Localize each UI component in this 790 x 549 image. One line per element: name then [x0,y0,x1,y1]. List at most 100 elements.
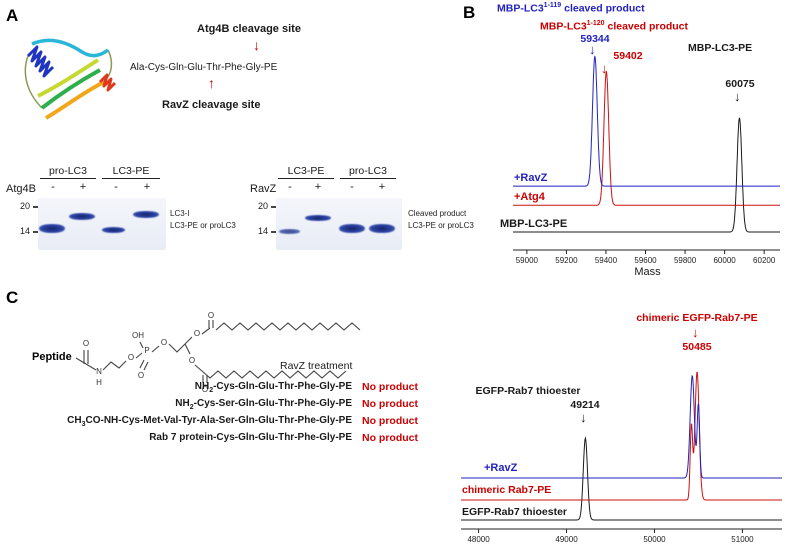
gel-band [339,224,365,233]
gel-band [133,211,159,218]
ravz-treatment-header: RavZ treatment [280,360,353,372]
ester-o-lower-atom: O [189,356,195,365]
svg-text:49000: 49000 [555,535,578,544]
peptide-row-1-sequence: NH2-Cys-Gln-Glu-Thr-Phe-Gly-PE [30,381,352,394]
panel-c-label: C [6,288,19,307]
peptide-pe-structure-drawing: Peptide O N H O P OH O [32,312,361,394]
mbp-lc3-1-119-title: MBP-LC31-119 cleaved product [497,2,645,15]
gel-right-marker-20-tick [271,206,276,208]
trace-label-ravz-2: +RavZ [484,462,518,474]
svg-text:51000: 51000 [731,535,754,544]
phosphate-oh-group: OH [132,331,144,340]
svg-text:59200: 59200 [555,256,578,265]
row-1-prefix: NH [194,381,210,392]
x-axis-title-mass: Mass [634,266,661,278]
peak-label-49214: 49214 [570,399,600,411]
phosphorus-atom: P [144,346,149,355]
row-1-rest: -Cys-Gln-Glu-Thr-Phe-Gly-PE [213,381,352,392]
peak-label-59402: 59402 [613,50,643,62]
gel-band [39,224,65,233]
chimeric-egfp-rab7-pe-title: chimeric EGFP-Rab7-PE [636,312,758,324]
gel-left-lane-2-sign: + [79,181,87,193]
gel-left-enzyme-label: Atg4B [6,183,36,195]
peptide-row-2-result: No product [362,398,418,410]
panel-b-label: B [463,3,476,22]
gel-left-marker-14: 14 [19,226,30,236]
panel-a-label: A [6,6,19,25]
ester-dbl-o-upper-atom: O [208,312,214,320]
mbp-lc3-mass-spectra-chart: 59000 59200 59400 59600 59800 60000 60200 [513,55,780,265]
phosphate-dbl-o-atom: O [138,371,144,380]
gel-right-enzyme-label: RavZ [250,183,277,195]
peptide-label: Peptide [32,351,72,363]
gel-right-image [276,198,402,250]
svg-text:48000: 48000 [467,535,490,544]
lc3-c-terminal-sequence: Ala-Cys-Gln-Glu-Thr-Phe-Gly-PE [130,62,278,73]
row-3-prefix: CH [67,415,82,426]
egfp-rab7-thioester-peak-title: EGFP-Rab7 thioester [475,385,581,397]
peptide-row-4-result: No product [362,432,418,444]
title-red-rest: cleaved product [604,20,689,33]
mbp-lc3-pe-peak-title: MBP-LC3-PE [688,42,753,54]
gel-band [369,224,395,233]
carbonyl-o-atom: O [83,339,89,348]
gel-right-band-label-cleaved: Cleaved product [408,209,467,218]
peptide-row-2-sequence: NH2-Cys-Ser-Gln-Glu-Thr-Phe-Gly-PE [30,398,352,411]
row-3-sub: 3 [81,421,86,428]
svg-text:59400: 59400 [595,256,618,265]
row-2-sub: 2 [189,404,194,411]
phosphate-o-right-atom: O [161,338,167,347]
arrow-59402-icon: ↓ [601,61,608,76]
gel-right-lane-1-sign: - [288,181,292,193]
gel-left-marker-20: 20 [19,201,30,211]
peak-label-60075: 60075 [725,78,755,90]
arrow-59344-icon: ↓ [589,42,596,57]
row-2-rest: -Cys-Ser-Gln-Glu-Thr-Phe-Gly-PE [193,398,352,409]
peptide-row-3-result: No product [362,415,418,427]
peak-label-59344: 59344 [580,33,610,45]
gel-left-image [38,198,166,250]
gel-right-group-pro-lc3: pro-LC3 [340,165,396,179]
lc3-ribbon-structure-image [24,38,117,120]
gel-left-marker-14-tick [33,231,38,233]
row-2-prefix: NH [175,398,190,409]
peptide-row-4-sequence: Rab 7 protein-Cys-Gln-Glu-Thr-Phe-Gly-PE [30,432,352,445]
gel-right-marker-14-tick [271,231,276,233]
ravz-cleavage-site-label: RavZ cleavage site [162,99,261,111]
trace-label-mbp-lc3-pe: MBP-LC3-PE [500,218,568,230]
rab7-mass-spectra-chart: 48000 49000 50000 51000 [461,371,782,544]
gel-band [69,213,95,220]
gel-left-marker-20-tick [33,206,38,208]
gel-band [102,227,125,233]
phosphate-o-left-atom: O [128,353,134,362]
gel-right-group-lc3-pe: LC3-PE [278,165,334,179]
trace-label-atg4: +Atg4 [514,191,545,203]
gel-band [279,229,300,234]
row-4-rest: Rab 7 protein-Cys-Gln-Glu-Thr-Phe-Gly-PE [149,432,352,443]
row-1-sub: 2 [209,387,214,394]
trace-label-egfp-rab7-thioester: EGFP-Rab7 thioester [462,506,568,518]
svg-text:59800: 59800 [674,256,697,265]
gel-right-lane-3-sign: - [350,181,354,193]
ester-dbl-o-lower-atom: O [202,385,208,394]
gel-left-band-label-lc3pe-prolc3: LC3-PE or proLC3 [170,221,236,230]
svg-text:59000: 59000 [516,256,539,265]
title-blue-prefix: MBP-LC3 [497,2,544,15]
title-blue-sup: 1-119 [543,2,562,9]
gel-left-lane-4-sign: + [143,181,151,193]
amide-n-atom: N [96,367,102,376]
arrow-50485-icon: ↓ [692,325,699,340]
gel-right-lane-4-sign: + [378,181,386,193]
gel-left-lane-1-sign: - [51,181,55,193]
arrow-60075-icon: ↓ [734,89,741,104]
gel-right-band-label-lc3pe-prolc3: LC3-PE or proLC3 [408,221,474,230]
amide-h-atom: H [96,378,102,387]
atg4b-cleavage-arrow-icon: ↓ [253,37,260,53]
atg4b-cleavage-site-label: Atg4B cleavage site [197,23,301,35]
ester-o-upper-atom: O [194,329,200,338]
title-red-prefix: MBP-LC3 [540,20,587,33]
gel-right-lane-2-sign: + [314,181,322,193]
gel-left-band-label-lc3-i: LC3-I [170,209,190,218]
gel-left-lane-3-sign: - [114,181,118,193]
peptide-row-3-sequence: CH3CO-NH-Cys-Met-Val-Tyr-Ala-Ser-Gln-Glu… [30,415,352,428]
